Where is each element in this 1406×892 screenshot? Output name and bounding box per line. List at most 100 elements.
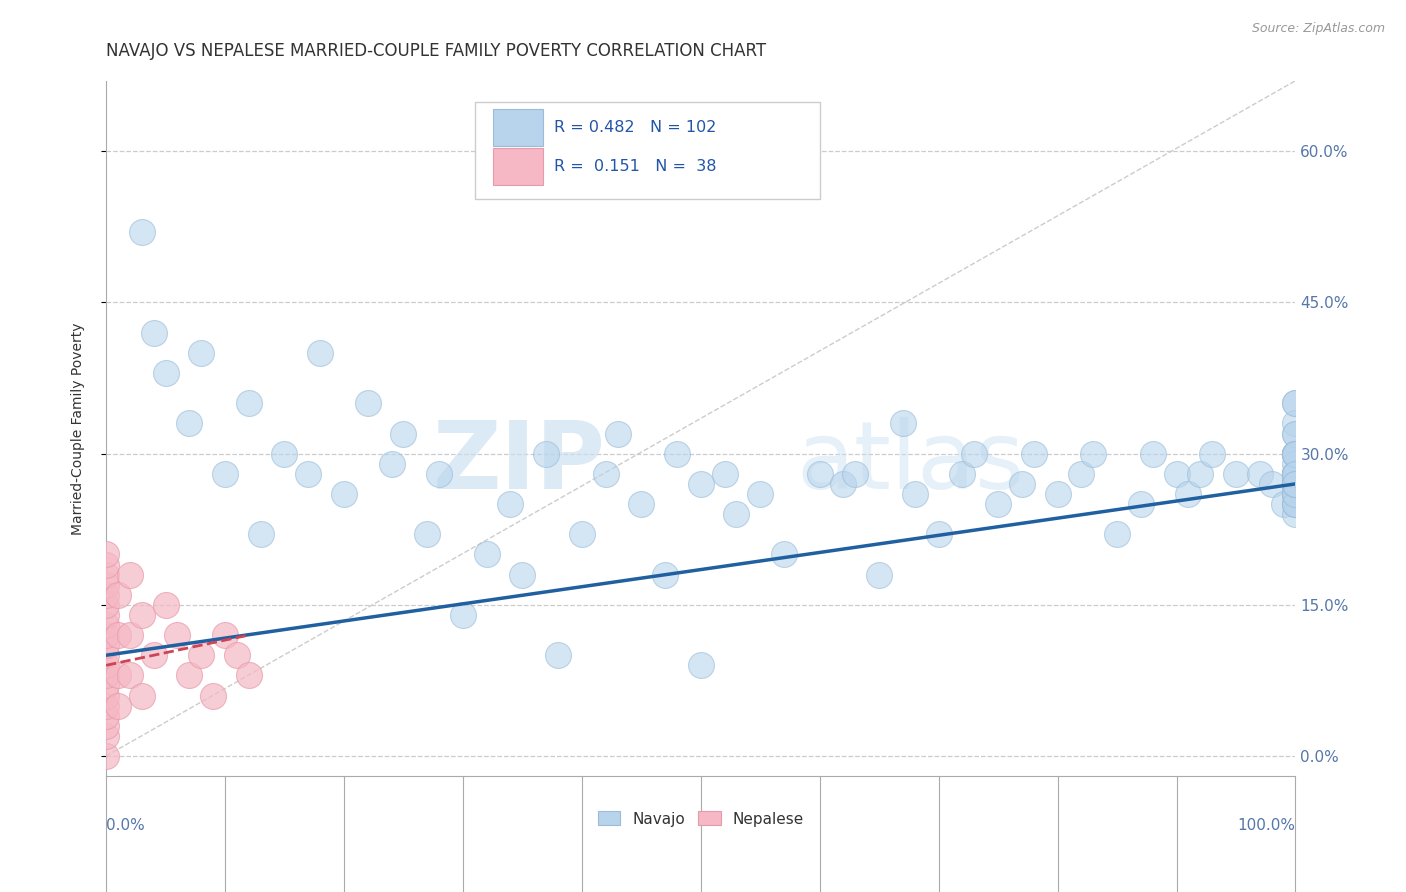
- Point: [94, 658, 117, 673]
- Point: [1284, 476, 1306, 491]
- Point: [1105, 527, 1128, 541]
- Point: [297, 467, 319, 481]
- Point: [94, 708, 117, 723]
- Point: [392, 426, 415, 441]
- Point: [179, 417, 201, 431]
- Point: [808, 467, 831, 481]
- Point: [94, 749, 117, 764]
- Point: [606, 426, 628, 441]
- FancyBboxPatch shape: [492, 147, 543, 185]
- Point: [309, 346, 332, 360]
- Text: NAVAJO VS NEPALESE MARRIED-COUPLE FAMILY POVERTY CORRELATION CHART: NAVAJO VS NEPALESE MARRIED-COUPLE FAMILY…: [105, 42, 766, 60]
- Point: [1177, 487, 1199, 501]
- Point: [249, 527, 271, 541]
- Point: [1284, 476, 1306, 491]
- Point: [1166, 467, 1188, 481]
- Point: [1284, 507, 1306, 521]
- Point: [273, 447, 295, 461]
- Point: [202, 689, 225, 703]
- Point: [1284, 497, 1306, 511]
- Point: [928, 527, 950, 541]
- Point: [94, 729, 117, 743]
- Point: [190, 648, 212, 663]
- Point: [166, 628, 188, 642]
- Point: [1284, 447, 1306, 461]
- Point: [1284, 447, 1306, 461]
- Point: [630, 497, 652, 511]
- Point: [1284, 487, 1306, 501]
- Point: [1070, 467, 1092, 481]
- Point: [94, 567, 117, 582]
- Point: [214, 467, 236, 481]
- Legend: Navajo, Nepalese: Navajo, Nepalese: [593, 807, 808, 831]
- Point: [1284, 447, 1306, 461]
- Point: [713, 467, 735, 481]
- Point: [1284, 467, 1306, 481]
- Point: [118, 668, 141, 682]
- Point: [963, 447, 986, 461]
- Point: [118, 567, 141, 582]
- Point: [725, 507, 748, 521]
- Point: [1284, 497, 1306, 511]
- Point: [1225, 467, 1247, 481]
- Point: [749, 487, 772, 501]
- Point: [1022, 447, 1045, 461]
- Point: [238, 668, 260, 682]
- Point: [1284, 487, 1306, 501]
- Point: [142, 648, 165, 663]
- Point: [451, 607, 474, 622]
- Point: [1284, 417, 1306, 431]
- FancyBboxPatch shape: [492, 109, 543, 146]
- Point: [1284, 476, 1306, 491]
- Point: [94, 689, 117, 703]
- Point: [94, 719, 117, 733]
- Point: [1284, 396, 1306, 410]
- Point: [1284, 457, 1306, 471]
- Text: R = 0.482   N = 102: R = 0.482 N = 102: [554, 120, 717, 135]
- Point: [1284, 447, 1306, 461]
- Point: [1284, 396, 1306, 410]
- Point: [1284, 476, 1306, 491]
- Point: [1046, 487, 1069, 501]
- Point: [1284, 476, 1306, 491]
- Point: [1142, 447, 1164, 461]
- Point: [832, 476, 855, 491]
- Text: Source: ZipAtlas.com: Source: ZipAtlas.com: [1251, 22, 1385, 36]
- Text: atlas: atlas: [796, 417, 1024, 509]
- Point: [94, 588, 117, 602]
- Point: [1284, 467, 1306, 481]
- Point: [1129, 497, 1152, 511]
- Point: [1284, 467, 1306, 481]
- Point: [1284, 476, 1306, 491]
- Point: [155, 598, 177, 612]
- Point: [142, 326, 165, 340]
- Point: [1284, 467, 1306, 481]
- Point: [1284, 426, 1306, 441]
- Point: [190, 346, 212, 360]
- Point: [1284, 467, 1306, 481]
- Point: [1284, 467, 1306, 481]
- Point: [547, 648, 569, 663]
- Point: [427, 467, 450, 481]
- Point: [1284, 426, 1306, 441]
- Point: [654, 567, 676, 582]
- Point: [1189, 467, 1212, 481]
- Point: [94, 678, 117, 692]
- Text: ZIP: ZIP: [433, 417, 606, 509]
- Point: [1284, 476, 1306, 491]
- Point: [891, 417, 914, 431]
- Point: [904, 487, 927, 501]
- FancyBboxPatch shape: [475, 102, 820, 199]
- Point: [595, 467, 617, 481]
- Point: [987, 497, 1010, 511]
- Point: [238, 396, 260, 410]
- Point: [534, 447, 557, 461]
- Point: [844, 467, 866, 481]
- Point: [1011, 476, 1033, 491]
- Point: [94, 668, 117, 682]
- Point: [107, 668, 129, 682]
- Point: [689, 476, 711, 491]
- Point: [131, 689, 153, 703]
- Point: [1284, 467, 1306, 481]
- Y-axis label: Married-Couple Family Poverty: Married-Couple Family Poverty: [72, 322, 86, 534]
